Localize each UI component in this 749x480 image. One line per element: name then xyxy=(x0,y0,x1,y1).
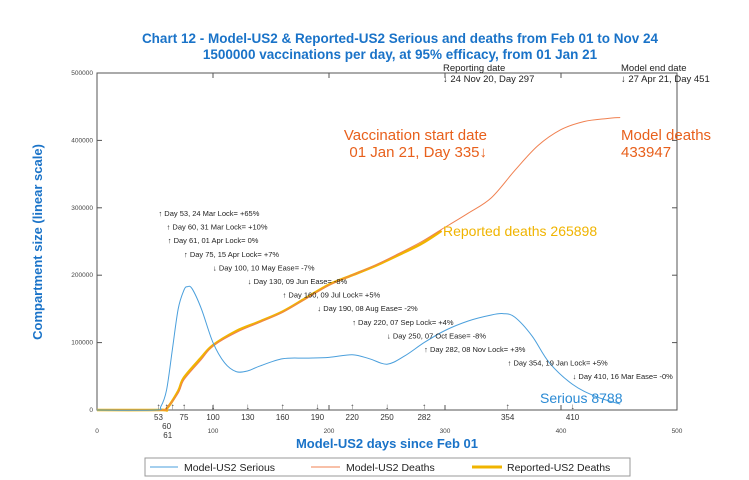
intervention-marker-arrow: ↓ xyxy=(246,402,250,411)
model-deaths-line xyxy=(96,117,621,411)
reported-deaths-label: Reported deaths 265898 xyxy=(443,223,597,239)
intervention-label: ↑ Day 354, 19 Jan Lock= +5% xyxy=(508,359,608,368)
x-tick-label: 400 xyxy=(556,428,567,435)
x-tick-label: 200 xyxy=(324,428,335,435)
intervention-marker-arrow: ↑ xyxy=(350,402,354,411)
intervention-day-label: 354 xyxy=(501,413,515,422)
model-end-title: Model end date xyxy=(621,63,687,74)
y-tick-label: 400000 xyxy=(71,137,93,144)
model-end-date: ↓ 27 Apr 21, Day 451 xyxy=(621,74,710,85)
intervention-marker-arrow: ↑ xyxy=(171,402,175,411)
intervention-label: ↓ Day 100, 10 May Ease= -7% xyxy=(213,263,315,272)
intervention-label: ↓ Day 130, 09 Jun Ease= -8% xyxy=(248,277,348,286)
intervention-marker-arrow: ↑ xyxy=(506,402,510,411)
intervention-marker-arrow: ↓ xyxy=(211,402,215,411)
intervention-day-label: 410 xyxy=(566,413,580,422)
intervention-marker-arrow: ↓ xyxy=(571,402,575,411)
chart-title: Chart 12 - Model-US2 & Reported-US2 Seri… xyxy=(142,31,659,46)
model-deaths-value: 433947 xyxy=(621,144,671,161)
intervention-label: ↑ Day 61, 01 Apr Lock= 0% xyxy=(168,236,259,245)
intervention-label: ↓ Day 190, 08 Aug Ease= -2% xyxy=(317,304,418,313)
intervention-marker-arrow: ↓ xyxy=(315,402,319,411)
intervention-marker-arrow: ↑ xyxy=(156,402,160,411)
y-tick-label: 200000 xyxy=(71,272,93,279)
intervention-label: ↓ Day 250, 07 Oct Ease= -8% xyxy=(387,331,486,340)
intervention-day-label: 160 xyxy=(276,413,290,422)
vaccination-label-1: Vaccination start date xyxy=(344,127,487,144)
intervention-marker-arrow: ↑ xyxy=(182,402,186,411)
legend-label-reported-deaths: Reported-US2 Deaths xyxy=(507,462,610,474)
intervention-marker-arrow: ↑ xyxy=(281,402,285,411)
intervention-label: ↑ Day 53, 24 Mar Lock= +65% xyxy=(158,209,259,218)
intervention-label: ↓ Day 410, 16 Mar Ease= -0% xyxy=(573,372,674,381)
x-tick-label: 500 xyxy=(672,428,683,435)
intervention-day-label: 190 xyxy=(311,413,325,422)
intervention-day-label: 100 xyxy=(206,413,220,422)
model-deaths-label: Model deaths xyxy=(621,127,711,144)
intervention-day-label: 250 xyxy=(380,413,394,422)
reporting-date: ↓ 24 Nov 20, Day 297 xyxy=(443,74,534,85)
serious-label: Serious 8788 xyxy=(540,390,623,406)
intervention-day-label: 220 xyxy=(346,413,360,422)
intervention-day-label: 75 xyxy=(180,413,189,422)
reported-deaths-line xyxy=(96,229,443,412)
x-tick-label: 0 xyxy=(95,428,99,435)
intervention-label: ↑ Day 282, 08 Nov Lock= +3% xyxy=(424,345,526,354)
y-tick-label: 500000 xyxy=(71,70,93,77)
y-tick-label: 300000 xyxy=(71,205,93,212)
intervention-marker-arrow: ↑ xyxy=(422,402,426,411)
y-tick-label: 0 xyxy=(89,407,93,414)
intervention-label: ↑ Day 60, 31 Mar Lock= +10% xyxy=(167,223,268,232)
legend: Model-US2 Serious Model-US2 Deaths Repor… xyxy=(144,457,631,477)
intervention-label: ↑ Day 160, 09 Jul Lock= +5% xyxy=(283,291,381,300)
vaccination-label-2: 01 Jan 21, Day 335↓ xyxy=(349,144,487,161)
plot-area xyxy=(96,72,678,411)
x-tick-label: 300 xyxy=(440,428,451,435)
intervention-marker-arrow: ↓ xyxy=(385,402,389,411)
legend-label-model-deaths: Model-US2 Deaths xyxy=(346,462,435,474)
y-tick-label: 100000 xyxy=(71,340,93,347)
intervention-day-label: 60 xyxy=(162,422,171,431)
serious-line xyxy=(96,285,621,411)
intervention-day-label: 282 xyxy=(417,413,431,422)
y-axis-label: Compartment size (linear scale) xyxy=(30,144,45,340)
intervention-marker-arrow: ↑ xyxy=(165,402,169,411)
chart-subtitle: 1500000 vaccinations per day, at 95% eff… xyxy=(203,47,598,62)
intervention-label: ↑ Day 75, 15 Apr Lock= +7% xyxy=(184,250,279,259)
reporting-date-title: Reporting date xyxy=(443,63,505,74)
x-tick-label: 100 xyxy=(208,428,219,435)
x-axis-label: Model-US2 days since Feb 01 xyxy=(296,436,478,451)
intervention-day-label: 53 xyxy=(154,413,163,422)
intervention-day-label: 130 xyxy=(241,413,255,422)
legend-label-serious: Model-US2 Serious xyxy=(184,462,275,474)
intervention-label: ↑ Day 220, 07 Sep Lock= +4% xyxy=(352,318,454,327)
intervention-day-label: 61 xyxy=(163,431,172,440)
